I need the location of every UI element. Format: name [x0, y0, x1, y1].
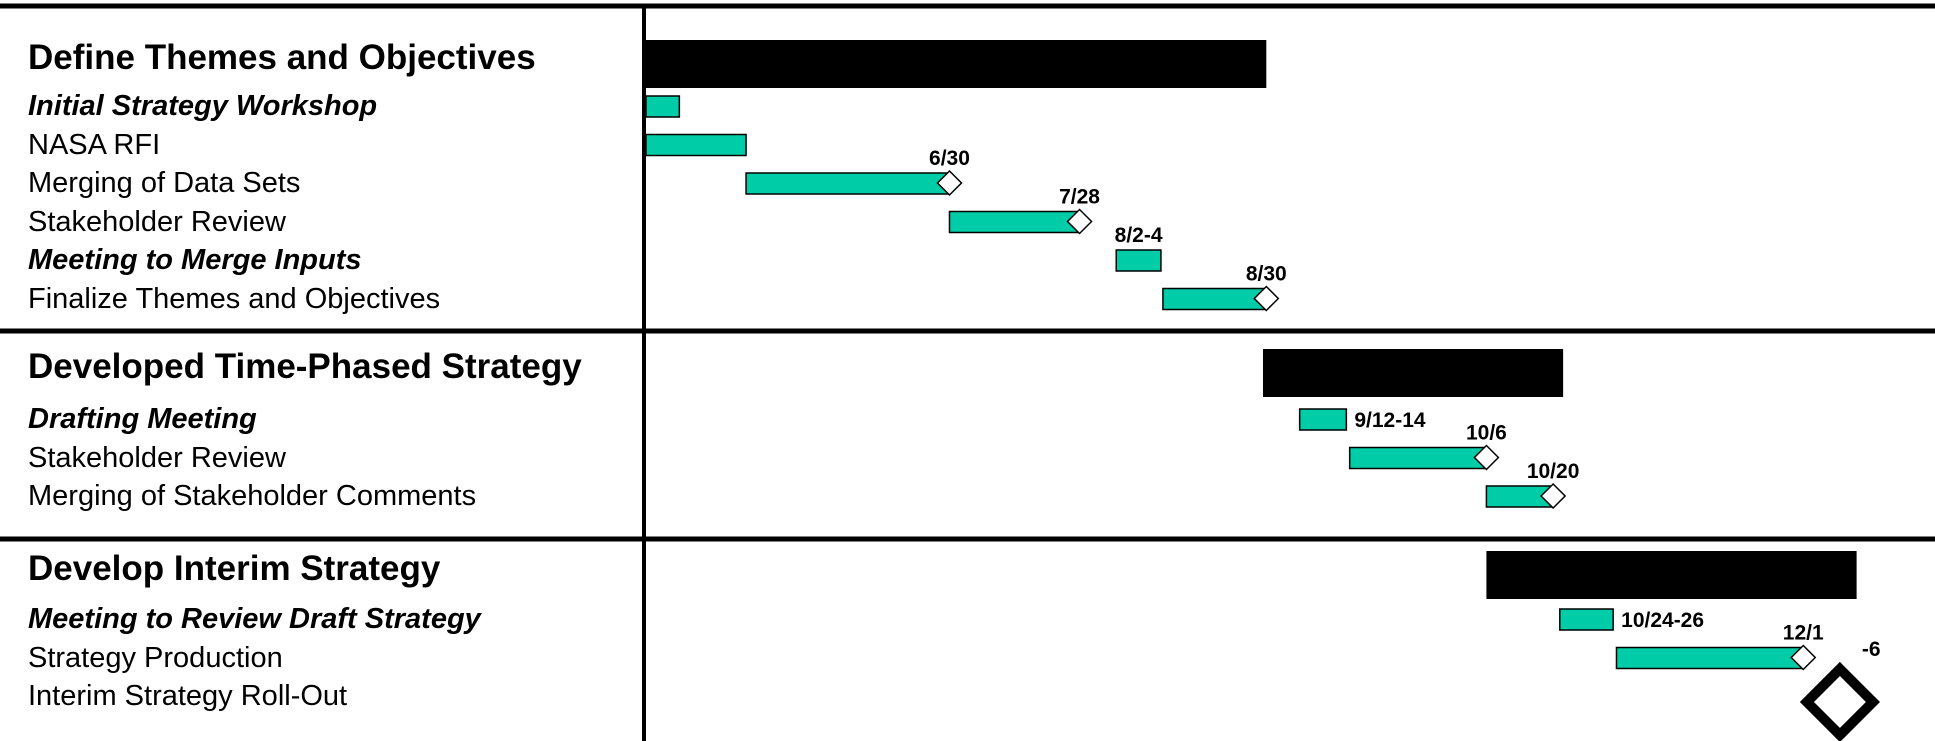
task-label: Strategy Production	[28, 641, 283, 674]
milestone-date-label: 6/30	[929, 147, 970, 170]
milestone-diamond	[1540, 482, 1567, 510]
milestone-date-label: 12/1	[1783, 622, 1824, 645]
phase-title: Developed Time-Phased Strategy	[28, 347, 582, 386]
milestone-date-label: 10/6	[1466, 422, 1507, 445]
task-label: Merging of Data Sets	[28, 167, 301, 199]
summary-bar	[1486, 551, 1857, 599]
phase-title: Develop Interim Strategy	[28, 549, 441, 588]
meeting-date-label: 10/24-26	[1621, 609, 1704, 632]
milestone-diamond	[1066, 208, 1093, 235]
rollout-date-label: -6	[1862, 638, 1881, 661]
meeting-label: Meeting to Review Draft Strategy	[28, 603, 481, 635]
milestone-diamond	[1473, 444, 1500, 471]
milestone-diamond	[1253, 285, 1280, 312]
task-bar	[1162, 287, 1268, 311]
task-label: Stakeholder Review	[28, 205, 286, 238]
milestone-diamond	[1790, 644, 1817, 671]
task-bar	[1615, 646, 1804, 670]
summary-bar	[1262, 349, 1564, 397]
task-bar	[1298, 408, 1348, 431]
meeting-date-label: 9/12-14	[1354, 409, 1426, 432]
task-bar	[645, 95, 681, 118]
task-bar	[745, 172, 951, 195]
task-bar	[645, 133, 747, 157]
meeting-label: Initial Strategy Workshop	[28, 90, 378, 122]
rollout-milestone-diamond	[1799, 661, 1881, 741]
task-label: NASA RFI	[28, 128, 161, 161]
task-bar	[948, 210, 1081, 234]
milestone-date-label: 7/28	[1059, 186, 1100, 209]
task-label: Interim Strategy Roll-Out	[28, 680, 348, 712]
meeting-label: Drafting Meeting	[28, 403, 257, 435]
task-bar	[1559, 608, 1614, 631]
task-label: Merging of Stakeholder Comments	[28, 480, 477, 512]
task-label: Finalize Themes and Objectives	[28, 282, 441, 315]
milestone-date-label: 8/30	[1246, 263, 1287, 286]
meeting-label: Meeting to Merge Inputs	[28, 244, 362, 276]
summary-bar	[646, 40, 1267, 88]
task-label: Stakeholder Review	[28, 441, 286, 474]
task-bar	[1115, 249, 1162, 272]
milestone-date-label: 10/20	[1527, 460, 1580, 483]
task-bar	[1348, 446, 1488, 470]
milestone-diamond	[936, 169, 963, 197]
phase-title: Define Themes and Objectives	[28, 38, 536, 77]
meeting-date-label: 8/2-4	[1115, 224, 1163, 247]
